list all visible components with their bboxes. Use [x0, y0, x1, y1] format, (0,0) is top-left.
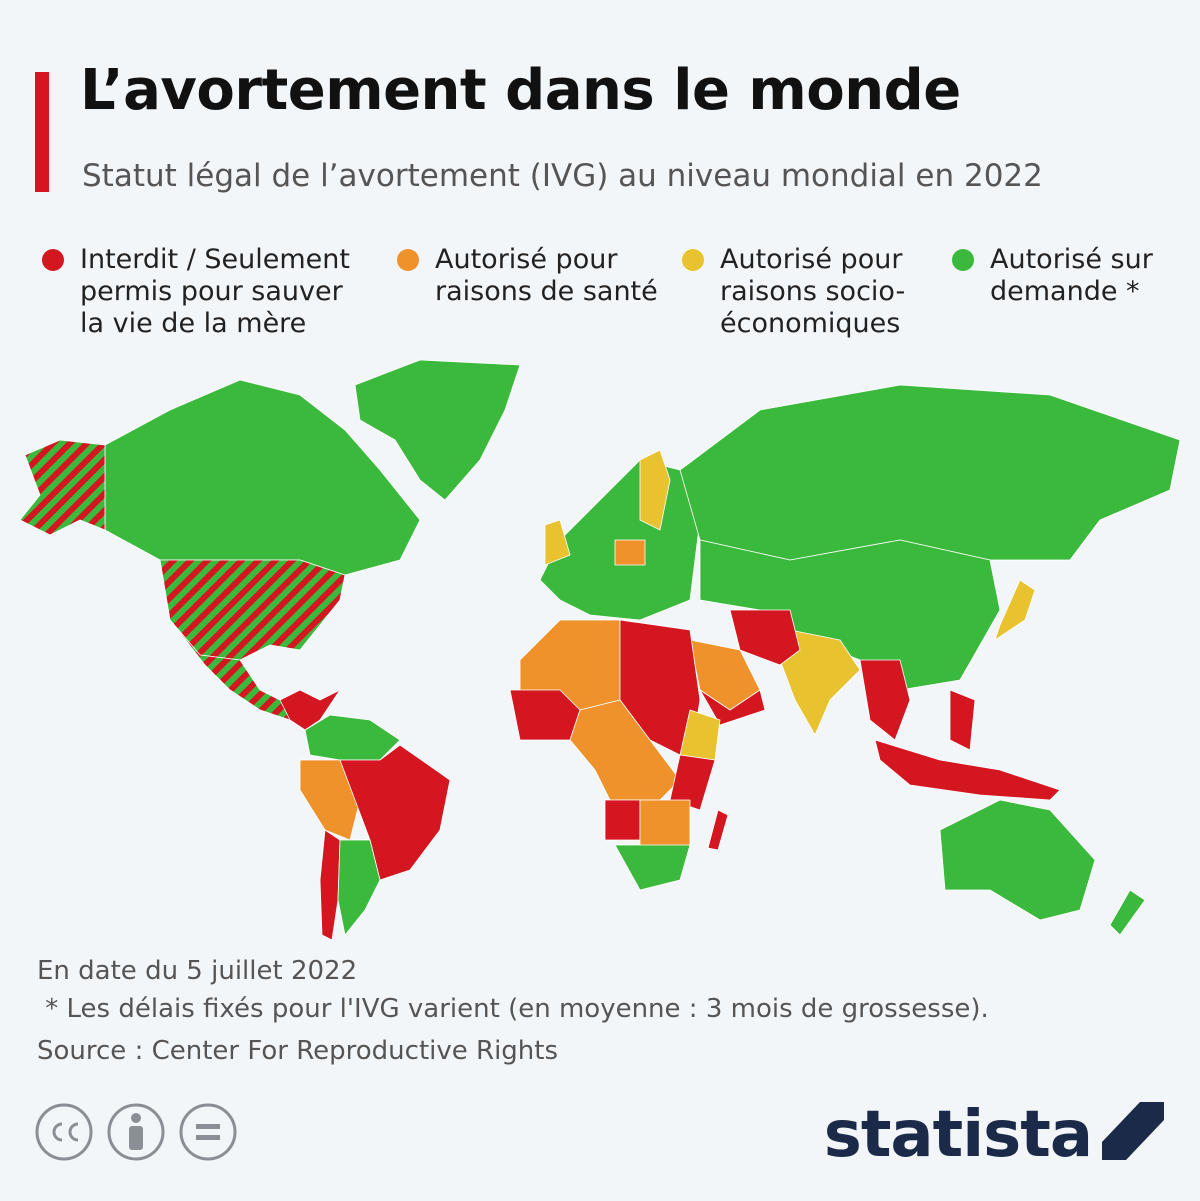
- usa: [159, 559, 346, 661]
- date-note: En date du 5 juillet 2022: [37, 956, 358, 986]
- logo-shape: [1102, 1102, 1164, 1160]
- accent-bar: [35, 72, 49, 192]
- argentina: [337, 839, 381, 936]
- legend-label: Autorisé pour raisons socio-économiques: [720, 244, 906, 339]
- brand: statista: [823, 1098, 1093, 1172]
- russia: [679, 384, 1181, 561]
- japan: [994, 579, 1036, 641]
- east-africa: [669, 754, 716, 811]
- nd-icon: [179, 1103, 237, 1161]
- legend-label: Interdit / Seulement permis pour sauver …: [80, 244, 350, 339]
- central-america: [279, 689, 341, 731]
- cc-c1: [52, 1122, 63, 1142]
- source: Source : Center For Reproductive Rights: [37, 1036, 559, 1066]
- legend-dot: [952, 249, 974, 271]
- subtitle: Statut légal de l’avortement (IVG) au ni…: [82, 158, 1043, 194]
- legend-item: Autorisé pour raisons de santé: [397, 244, 675, 308]
- cc-icon: [35, 1103, 93, 1161]
- south-africa: [614, 844, 691, 891]
- by-icon: [107, 1103, 165, 1161]
- philippines: [949, 689, 976, 751]
- legend-item: Interdit / Seulement permis pour sauver …: [42, 244, 370, 340]
- by-body: [129, 1126, 143, 1150]
- uk: [544, 519, 571, 566]
- license-icons: [35, 1103, 237, 1161]
- legend-item: Autorisé sur demande *: [952, 244, 1170, 308]
- colombia-venezuela: [304, 714, 401, 761]
- chile: [319, 829, 341, 941]
- nd-bar: [196, 1124, 220, 1129]
- legend-dot: [42, 249, 64, 271]
- by-head: [131, 1113, 141, 1123]
- poland: [614, 539, 646, 566]
- finland: [639, 449, 671, 531]
- southern-africa: [639, 799, 691, 851]
- legend-label: Autorisé sur demande *: [990, 244, 1153, 307]
- brand-logo: [1102, 1102, 1164, 1160]
- legend-dot: [682, 249, 704, 271]
- world-map: [19, 359, 1181, 941]
- legend-item: Autorisé pour raisons socio-économiques: [682, 244, 920, 340]
- central-asia-china: [699, 539, 1001, 691]
- iran-pakistan: [729, 609, 801, 666]
- greenland: [354, 359, 521, 501]
- footnote: * Les délais fixés pour l'IVG varient (e…: [37, 994, 989, 1024]
- india: [779, 629, 861, 736]
- australia: [939, 799, 1096, 921]
- alaska: [19, 439, 106, 536]
- legend-dot: [397, 249, 419, 271]
- title: L’avortement dans le monde: [80, 58, 961, 123]
- nd-bar: [196, 1135, 220, 1140]
- new-zealand: [1109, 889, 1146, 936]
- madagascar: [707, 809, 729, 851]
- angola: [604, 799, 641, 841]
- legend-label: Autorisé pour raisons de santé: [435, 244, 658, 307]
- indonesia: [874, 739, 1061, 801]
- cc-c2: [68, 1122, 79, 1142]
- southeast-asia: [859, 659, 911, 741]
- brazil: [339, 744, 451, 881]
